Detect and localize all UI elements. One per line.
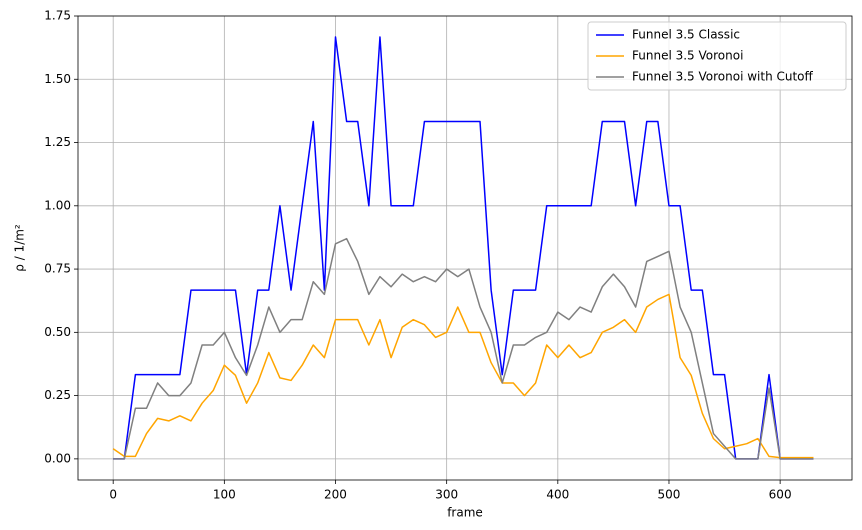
x-tick-label: 500 (658, 488, 681, 502)
y-tick-label: 1.50 (44, 72, 71, 86)
y-tick-label: 1.25 (44, 135, 71, 149)
legend-label: Funnel 3.5 Classic (632, 28, 740, 42)
y-tick-label: 0.75 (44, 262, 71, 276)
data-line (112, 293, 814, 459)
y-tick-label: 0.25 (44, 388, 71, 402)
x-axis-label: frame (447, 506, 483, 520)
x-tick-label: 400 (546, 488, 569, 502)
y-tick-label: 0.00 (44, 451, 71, 465)
y-tick-label: 0.50 (44, 325, 71, 339)
legend-label: Funnel 3.5 Voronoi with Cutoff (632, 70, 814, 84)
data-line (113, 237, 814, 460)
y-tick-label: 1.75 (44, 9, 71, 23)
y-tick-label: 1.00 (44, 198, 71, 212)
x-tick-label: 200 (324, 488, 347, 502)
data-line (113, 36, 814, 460)
plot-frame (77, 15, 853, 481)
x-tick-label: 100 (213, 488, 236, 502)
x-tick-label: 0 (109, 488, 117, 502)
x-tick-label: 300 (435, 488, 458, 502)
legend-box (587, 21, 847, 91)
legend-label: Funnel 3.5 Voronoi (632, 49, 743, 63)
x-tick-label: 600 (769, 488, 792, 502)
y-axis-label: ρ / 1/m² (13, 224, 27, 272)
